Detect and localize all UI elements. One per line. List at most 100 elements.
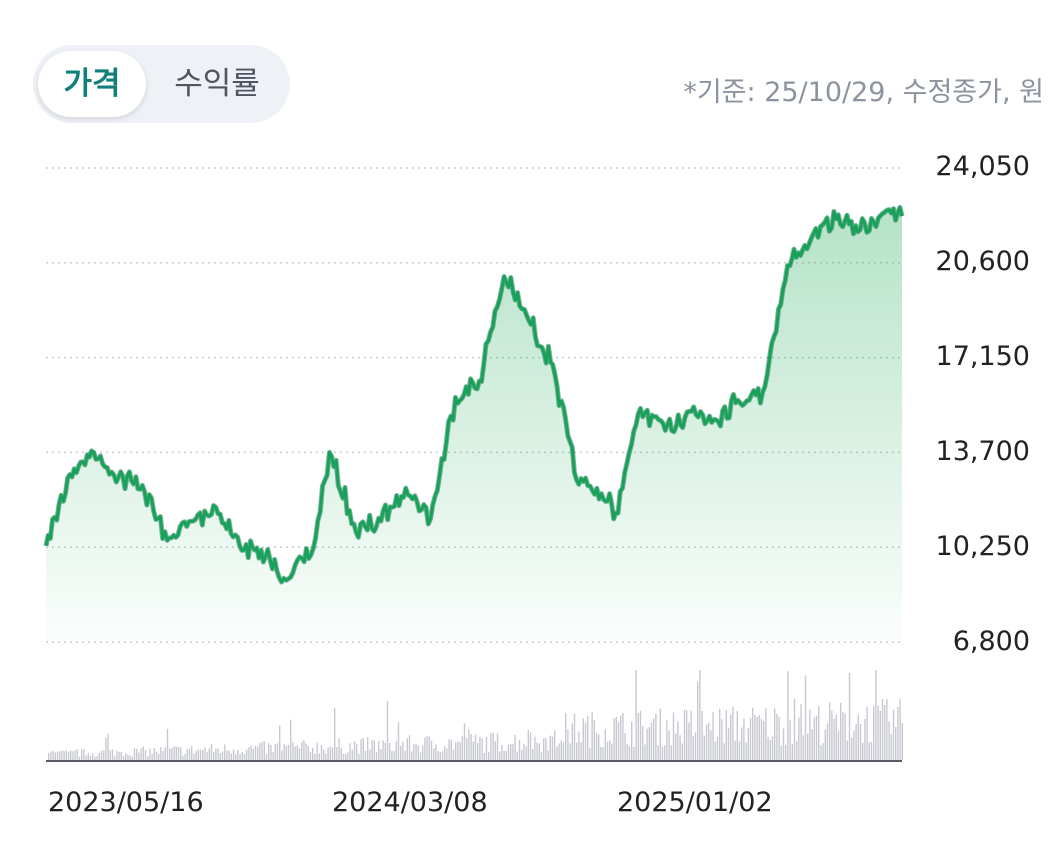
volume-bar bbox=[142, 746, 144, 760]
volume-bar bbox=[501, 745, 503, 760]
volume-bar bbox=[800, 704, 802, 760]
data-point bbox=[117, 475, 121, 479]
volume-bar bbox=[426, 736, 428, 760]
volume-bar bbox=[417, 745, 419, 760]
volume-bar bbox=[336, 747, 338, 760]
volume-bar bbox=[626, 744, 628, 760]
volume-bar bbox=[672, 712, 675, 760]
tab-return[interactable]: 수익률 bbox=[174, 66, 260, 102]
volume-bar bbox=[131, 756, 133, 760]
y-tick-label: 20,600 bbox=[936, 246, 1030, 277]
volume-bar bbox=[272, 751, 274, 760]
volume-bar bbox=[263, 741, 265, 760]
volume-bar bbox=[175, 746, 177, 760]
volume-bar bbox=[239, 754, 241, 760]
volume-bar bbox=[127, 754, 129, 760]
volume-bar bbox=[556, 746, 558, 760]
volume-bar bbox=[408, 735, 411, 760]
volume-bar bbox=[591, 712, 593, 760]
volume-bar bbox=[617, 722, 620, 760]
volume-bar bbox=[345, 754, 347, 760]
data-point bbox=[900, 214, 904, 218]
volume-bar bbox=[133, 748, 136, 760]
data-point bbox=[858, 228, 862, 232]
volume-bar bbox=[780, 745, 782, 760]
volume-bar bbox=[890, 733, 892, 760]
volume-bar bbox=[804, 675, 807, 760]
tab-price[interactable]: 가격 bbox=[38, 51, 146, 117]
volume-bar bbox=[164, 747, 166, 760]
y-tick-label: 10,250 bbox=[936, 531, 1030, 562]
volume-bar bbox=[100, 750, 103, 760]
volume-bar bbox=[659, 708, 661, 760]
volume-bar bbox=[444, 746, 446, 760]
volume-bar bbox=[268, 743, 270, 760]
volume-bar bbox=[611, 743, 613, 760]
x-tick-label: 2025/01/02 bbox=[617, 787, 773, 818]
volume-bar bbox=[835, 714, 837, 760]
volume-bar bbox=[613, 718, 615, 760]
data-point bbox=[354, 530, 358, 534]
volume-bar bbox=[48, 753, 50, 760]
volume-bar bbox=[510, 744, 512, 760]
volume-bar bbox=[334, 707, 336, 760]
volume-bar bbox=[96, 756, 98, 760]
volume-bar bbox=[631, 721, 633, 760]
volume-bar bbox=[466, 738, 468, 760]
data-point bbox=[502, 275, 506, 279]
volume-bar bbox=[897, 707, 899, 760]
volume-bar bbox=[492, 732, 494, 760]
volume-bar bbox=[826, 723, 829, 760]
data-point bbox=[761, 390, 765, 394]
volume-bar bbox=[279, 725, 281, 760]
volume-bar bbox=[472, 741, 474, 760]
volume-bar bbox=[551, 736, 554, 760]
volume-bar bbox=[224, 744, 226, 760]
volume-bar bbox=[796, 741, 798, 760]
data-point bbox=[404, 486, 408, 490]
volume-bar bbox=[254, 746, 257, 760]
volume-bar bbox=[514, 735, 516, 760]
volume-bar bbox=[191, 745, 193, 760]
volume-bar bbox=[395, 741, 397, 760]
volume-bar bbox=[690, 710, 692, 760]
data-point bbox=[834, 217, 838, 221]
data-point bbox=[68, 472, 72, 476]
volume-bar bbox=[136, 748, 138, 760]
volume-bar bbox=[265, 753, 268, 760]
volume-bar bbox=[595, 732, 598, 760]
volume-bar bbox=[323, 749, 325, 760]
volume-bar bbox=[738, 741, 741, 760]
volume-bar bbox=[571, 723, 573, 760]
volume-bar bbox=[378, 740, 380, 760]
volume-bar bbox=[886, 699, 888, 760]
volume-bar bbox=[837, 730, 840, 760]
price-chart: 24,050 20,600 17,150 13,700 10,250 6,800… bbox=[43, 151, 1030, 818]
volume-bar bbox=[842, 711, 844, 760]
volume-bar bbox=[248, 747, 250, 760]
volume-bar bbox=[479, 737, 481, 760]
data-point bbox=[786, 264, 790, 268]
volume-bar bbox=[292, 742, 294, 760]
volume-bar bbox=[411, 751, 413, 760]
volume-bar bbox=[259, 743, 261, 760]
volume-bar bbox=[320, 745, 323, 760]
volume-bar bbox=[155, 751, 158, 760]
volume-bar bbox=[736, 711, 738, 760]
volume-bar bbox=[732, 706, 734, 760]
volume-bar bbox=[206, 752, 208, 760]
volume-bar bbox=[609, 740, 611, 760]
volume-bar bbox=[151, 753, 153, 760]
volume-bar bbox=[243, 753, 246, 760]
volume-bar bbox=[210, 744, 213, 760]
volume-bar bbox=[413, 744, 415, 760]
volume-bar bbox=[712, 712, 714, 760]
volume-bar bbox=[791, 744, 793, 760]
volume-bar bbox=[642, 725, 644, 760]
volume-bar bbox=[349, 743, 351, 760]
volume-bar bbox=[204, 747, 206, 760]
volume-bar bbox=[342, 753, 345, 760]
volume-bar bbox=[749, 718, 752, 760]
data-point bbox=[453, 395, 457, 399]
volume-bar bbox=[276, 743, 279, 760]
